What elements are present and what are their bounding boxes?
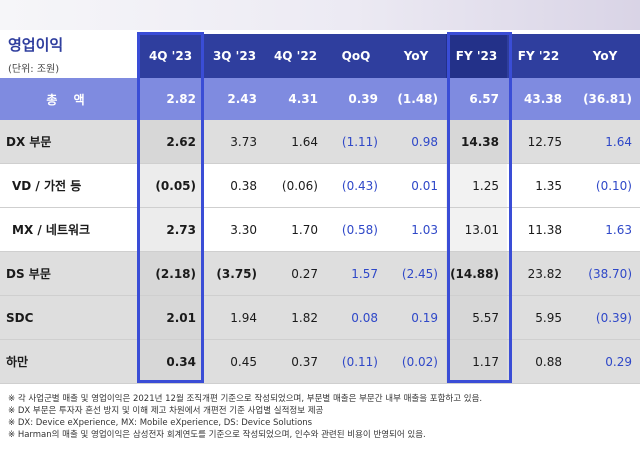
header-4q23: 4Q '23	[137, 34, 204, 78]
unit-label: (단위: 조원)	[8, 64, 60, 75]
cell: 5.57	[446, 295, 507, 340]
cell: 0.29	[570, 339, 640, 384]
cell: 2.01	[137, 295, 204, 340]
header-fy22: FY '22	[507, 34, 570, 78]
cell: 1.57	[326, 251, 386, 296]
cell: (0.10)	[570, 163, 640, 208]
cell: 0.27	[265, 251, 326, 296]
cell: 3.30	[204, 207, 265, 252]
cell: (14.88)	[446, 251, 507, 296]
cell: 0.08	[326, 295, 386, 340]
header-4q22: 4Q '22	[265, 34, 326, 78]
table-row-dx: DX 부문 2.62 3.73 1.64 (1.11) 0.98 14.38 1…	[0, 120, 640, 164]
cell: 1.25	[446, 163, 507, 208]
cell: 2.82	[137, 78, 204, 120]
cell: 0.01	[386, 163, 446, 208]
cell: (3.75)	[204, 251, 265, 296]
header-yoy: YoY	[386, 34, 446, 78]
cell: 1.64	[265, 120, 326, 164]
row-label: DS 부문	[0, 251, 137, 296]
cell: 12.75	[507, 120, 570, 164]
cell: 14.38	[446, 120, 507, 164]
cell: (0.05)	[137, 163, 204, 208]
cell: 0.88	[507, 339, 570, 384]
row-label: SDC	[0, 295, 137, 340]
cell: 2.73	[137, 207, 204, 252]
cell: 6.57	[446, 78, 507, 120]
cell: 1.03	[386, 207, 446, 252]
row-label: 하만	[0, 339, 137, 384]
operating-profit-table: 4Q '23 3Q '23 4Q '22 QoQ YoY FY '23 FY '…	[0, 34, 640, 384]
cell: 1.17	[446, 339, 507, 384]
footnote: ※ Harman의 매출 및 영업이익은 삼성전자 회계연도를 기준으로 작성되…	[8, 430, 426, 440]
cell: (0.06)	[265, 163, 326, 208]
table-row-harman: 하만 0.34 0.45 0.37 (0.11) (0.02) 1.17 0.8…	[0, 339, 640, 384]
cell: (1.48)	[386, 78, 446, 120]
cell: 11.38	[507, 207, 570, 252]
footnote: ※ DX 부문은 투자자 혼선 방지 및 이해 제고 차원에서 개편전 기준 사…	[8, 406, 324, 416]
cell: (1.11)	[326, 120, 386, 164]
cell: 2.62	[137, 120, 204, 164]
cell: (0.02)	[386, 339, 446, 384]
header-row: 4Q '23 3Q '23 4Q '22 QoQ YoY FY '23 FY '…	[0, 34, 640, 78]
top-decor-band	[0, 0, 640, 30]
cell: 0.34	[137, 339, 204, 384]
footnotes: ※ 각 사업군별 매출 및 영업이익은 2021년 12월 조직개편 기준으로 …	[8, 393, 636, 441]
table-row-total: 총 액 2.82 2.43 4.31 0.39 (1.48) 6.57 43.3…	[0, 78, 640, 120]
cell: (38.70)	[570, 251, 640, 296]
cell: (0.11)	[326, 339, 386, 384]
cell: 0.38	[204, 163, 265, 208]
cell: (2.18)	[137, 251, 204, 296]
table-row-mx: MX / 네트워크 2.73 3.30 1.70 (0.58) 1.03 13.…	[0, 207, 640, 252]
cell: 1.70	[265, 207, 326, 252]
page-title: 영업이익	[8, 36, 64, 54]
cell: (0.58)	[326, 207, 386, 252]
row-label: 총 액	[0, 78, 137, 120]
header-yoy-fy: YoY	[570, 34, 640, 78]
header-fy23: FY '23	[446, 34, 507, 78]
footnote: ※ 각 사업군별 매출 및 영업이익은 2021년 12월 조직개편 기준으로 …	[8, 394, 483, 404]
cell: 1.94	[204, 295, 265, 340]
cell: 43.38	[507, 78, 570, 120]
table-row-vd: VD / 가전 등 (0.05) 0.38 (0.06) (0.43) 0.01…	[0, 163, 640, 208]
header-3q23: 3Q '23	[204, 34, 265, 78]
row-label: VD / 가전 등	[0, 163, 137, 208]
cell: 13.01	[446, 207, 507, 252]
footnote: ※ DX: Device eXperience, MX: Mobile eXpe…	[8, 418, 313, 428]
cell: 1.63	[570, 207, 640, 252]
cell: 1.64	[570, 120, 640, 164]
cell: 1.82	[265, 295, 326, 340]
table-row-ds: DS 부문 (2.18) (3.75) 0.27 1.57 (2.45) (14…	[0, 251, 640, 296]
cell: 0.45	[204, 339, 265, 384]
cell: 4.31	[265, 78, 326, 120]
cell: 0.37	[265, 339, 326, 384]
cell: 1.35	[507, 163, 570, 208]
cell: 2.43	[204, 78, 265, 120]
cell: 5.95	[507, 295, 570, 340]
row-label: MX / 네트워크	[0, 207, 137, 252]
table-row-sdc: SDC 2.01 1.94 1.82 0.08 0.19 5.57 5.95 (…	[0, 295, 640, 340]
cell: 0.19	[386, 295, 446, 340]
cell: (0.39)	[570, 295, 640, 340]
cell: (0.43)	[326, 163, 386, 208]
cell: (2.45)	[386, 251, 446, 296]
cell: 0.98	[386, 120, 446, 164]
header-qoq: QoQ	[326, 34, 386, 78]
header-blank-cell	[0, 34, 137, 78]
cell: (36.81)	[570, 78, 640, 120]
cell: 3.73	[204, 120, 265, 164]
cell: 0.39	[326, 78, 386, 120]
cell: 23.82	[507, 251, 570, 296]
row-label: DX 부문	[0, 120, 137, 164]
